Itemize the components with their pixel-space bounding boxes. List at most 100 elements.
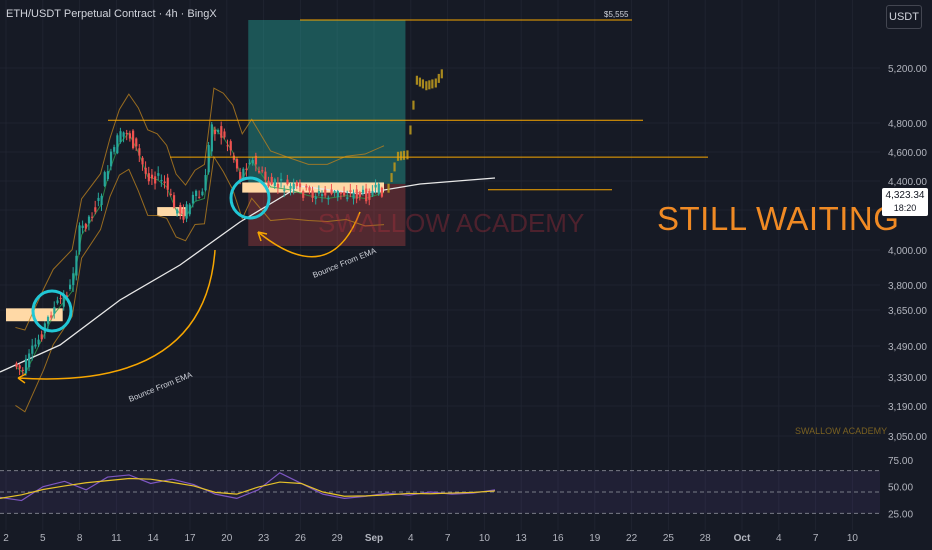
bounce-arrow — [257, 211, 361, 258]
watermark: SWALLOW ACADEMY — [318, 208, 585, 238]
candle-body — [195, 190, 198, 197]
candle-body — [254, 155, 258, 165]
rsi-band — [0, 470, 880, 514]
candle-body — [122, 132, 125, 137]
time-tick: 7 — [445, 533, 451, 544]
time-tick: 26 — [295, 533, 307, 544]
time-axis[interactable]: 2 5 8 11 14 17 20 23 26 29 Sep 4 7 10 13 16 19 22 25 28 Oct 4… — [3, 533, 858, 544]
time-tick: 5 — [40, 533, 46, 544]
projection-candle — [431, 79, 434, 89]
candle-body — [371, 191, 374, 196]
candle-body — [232, 155, 235, 160]
candle-body — [213, 129, 217, 135]
candle-body — [81, 225, 84, 229]
candle-body — [229, 141, 232, 151]
candle-body — [40, 334, 43, 340]
time-tick: 22 — [626, 533, 638, 544]
bounce-arrow — [17, 249, 216, 380]
candle-body — [276, 183, 280, 188]
candle-body — [267, 180, 270, 187]
band-lower — [15, 155, 385, 413]
candle-body — [365, 188, 368, 202]
candle-body — [283, 189, 286, 191]
projection-candle — [399, 151, 403, 161]
currency-button[interactable]: USDT — [886, 5, 922, 29]
candle-body — [53, 306, 56, 314]
candle-body — [280, 178, 283, 181]
projection-candle — [387, 183, 390, 193]
chart-title: ETH/USDT Perpetual Contract · 4h · BingX — [6, 8, 217, 20]
candle-body — [248, 162, 251, 164]
candle-body — [352, 192, 355, 199]
candle-body — [166, 177, 169, 190]
candle-body — [226, 145, 229, 147]
candle-body — [72, 273, 75, 286]
current-price-tag: 4,323.34 18:20 — [882, 188, 928, 216]
rsi-ma-line — [0, 477, 496, 499]
time-tick: 10 — [847, 533, 859, 544]
time-tick: 25 — [663, 533, 675, 544]
candle-body — [191, 194, 195, 204]
arrow-head — [17, 231, 268, 384]
ema-line — [0, 177, 496, 373]
candle-body — [24, 358, 28, 374]
time-tick: Sep — [365, 533, 383, 544]
candle-body — [176, 209, 179, 214]
candle-body — [201, 191, 204, 196]
time-tick: 14 — [148, 533, 160, 544]
candle-body — [69, 284, 72, 290]
candle-body — [204, 175, 207, 191]
candle-body — [157, 173, 160, 176]
candle-body — [31, 345, 34, 354]
price-tick: 3,050.00 — [888, 432, 927, 443]
candle-body — [264, 171, 267, 180]
candle-body — [346, 197, 349, 200]
candle-body — [258, 170, 261, 173]
candle-body — [138, 148, 141, 156]
current-price-value: 4,323.34 — [885, 190, 925, 201]
rsi-tick: 25.00 — [888, 509, 913, 520]
candle-body — [361, 189, 365, 194]
candle-body — [242, 168, 245, 179]
candle-body — [198, 196, 201, 198]
candle-body — [97, 197, 100, 201]
candle-body — [50, 315, 53, 318]
candle-body — [172, 195, 176, 208]
profit-zone — [248, 20, 406, 184]
small-watermark: SWALLOW ACADEMY — [795, 426, 888, 436]
candle-body — [251, 159, 254, 164]
price-tick: 4,600.00 — [888, 148, 927, 159]
rsi-tick: 50.00 — [888, 483, 913, 494]
price-tick: 3,650.00 — [888, 306, 927, 317]
candle-body — [343, 192, 346, 196]
price-tick: 3,800.00 — [888, 281, 927, 292]
projection-candle — [425, 81, 428, 91]
candle-body — [349, 190, 352, 192]
price-tick: 4,800.00 — [888, 119, 927, 130]
target-label: $5,555 — [604, 10, 629, 19]
candle-body — [182, 208, 185, 220]
price-tick: 5,200.00 — [888, 64, 927, 75]
candle-body — [317, 191, 321, 194]
candle-body — [141, 157, 144, 165]
time-tick: 4 — [408, 533, 414, 544]
candle-body — [207, 145, 210, 173]
price-axis[interactable]: 5,200.004,800.004,600.004,400.004,200.00… — [888, 64, 927, 520]
candle-body — [368, 190, 371, 200]
candle-body — [377, 183, 380, 194]
candle-body — [336, 191, 339, 198]
support-zone — [157, 207, 186, 216]
candle-body — [289, 185, 292, 189]
projection-candle — [421, 79, 424, 89]
projection-candle — [393, 162, 396, 172]
time-tick: 16 — [552, 533, 564, 544]
time-tick: 20 — [221, 533, 233, 544]
candle-body — [358, 192, 361, 197]
candle-body — [135, 138, 138, 147]
projection-candle — [434, 78, 437, 88]
candle-body — [292, 183, 295, 190]
highlight-circle — [229, 176, 271, 220]
candle-body — [286, 179, 289, 185]
candle-body — [210, 124, 213, 152]
